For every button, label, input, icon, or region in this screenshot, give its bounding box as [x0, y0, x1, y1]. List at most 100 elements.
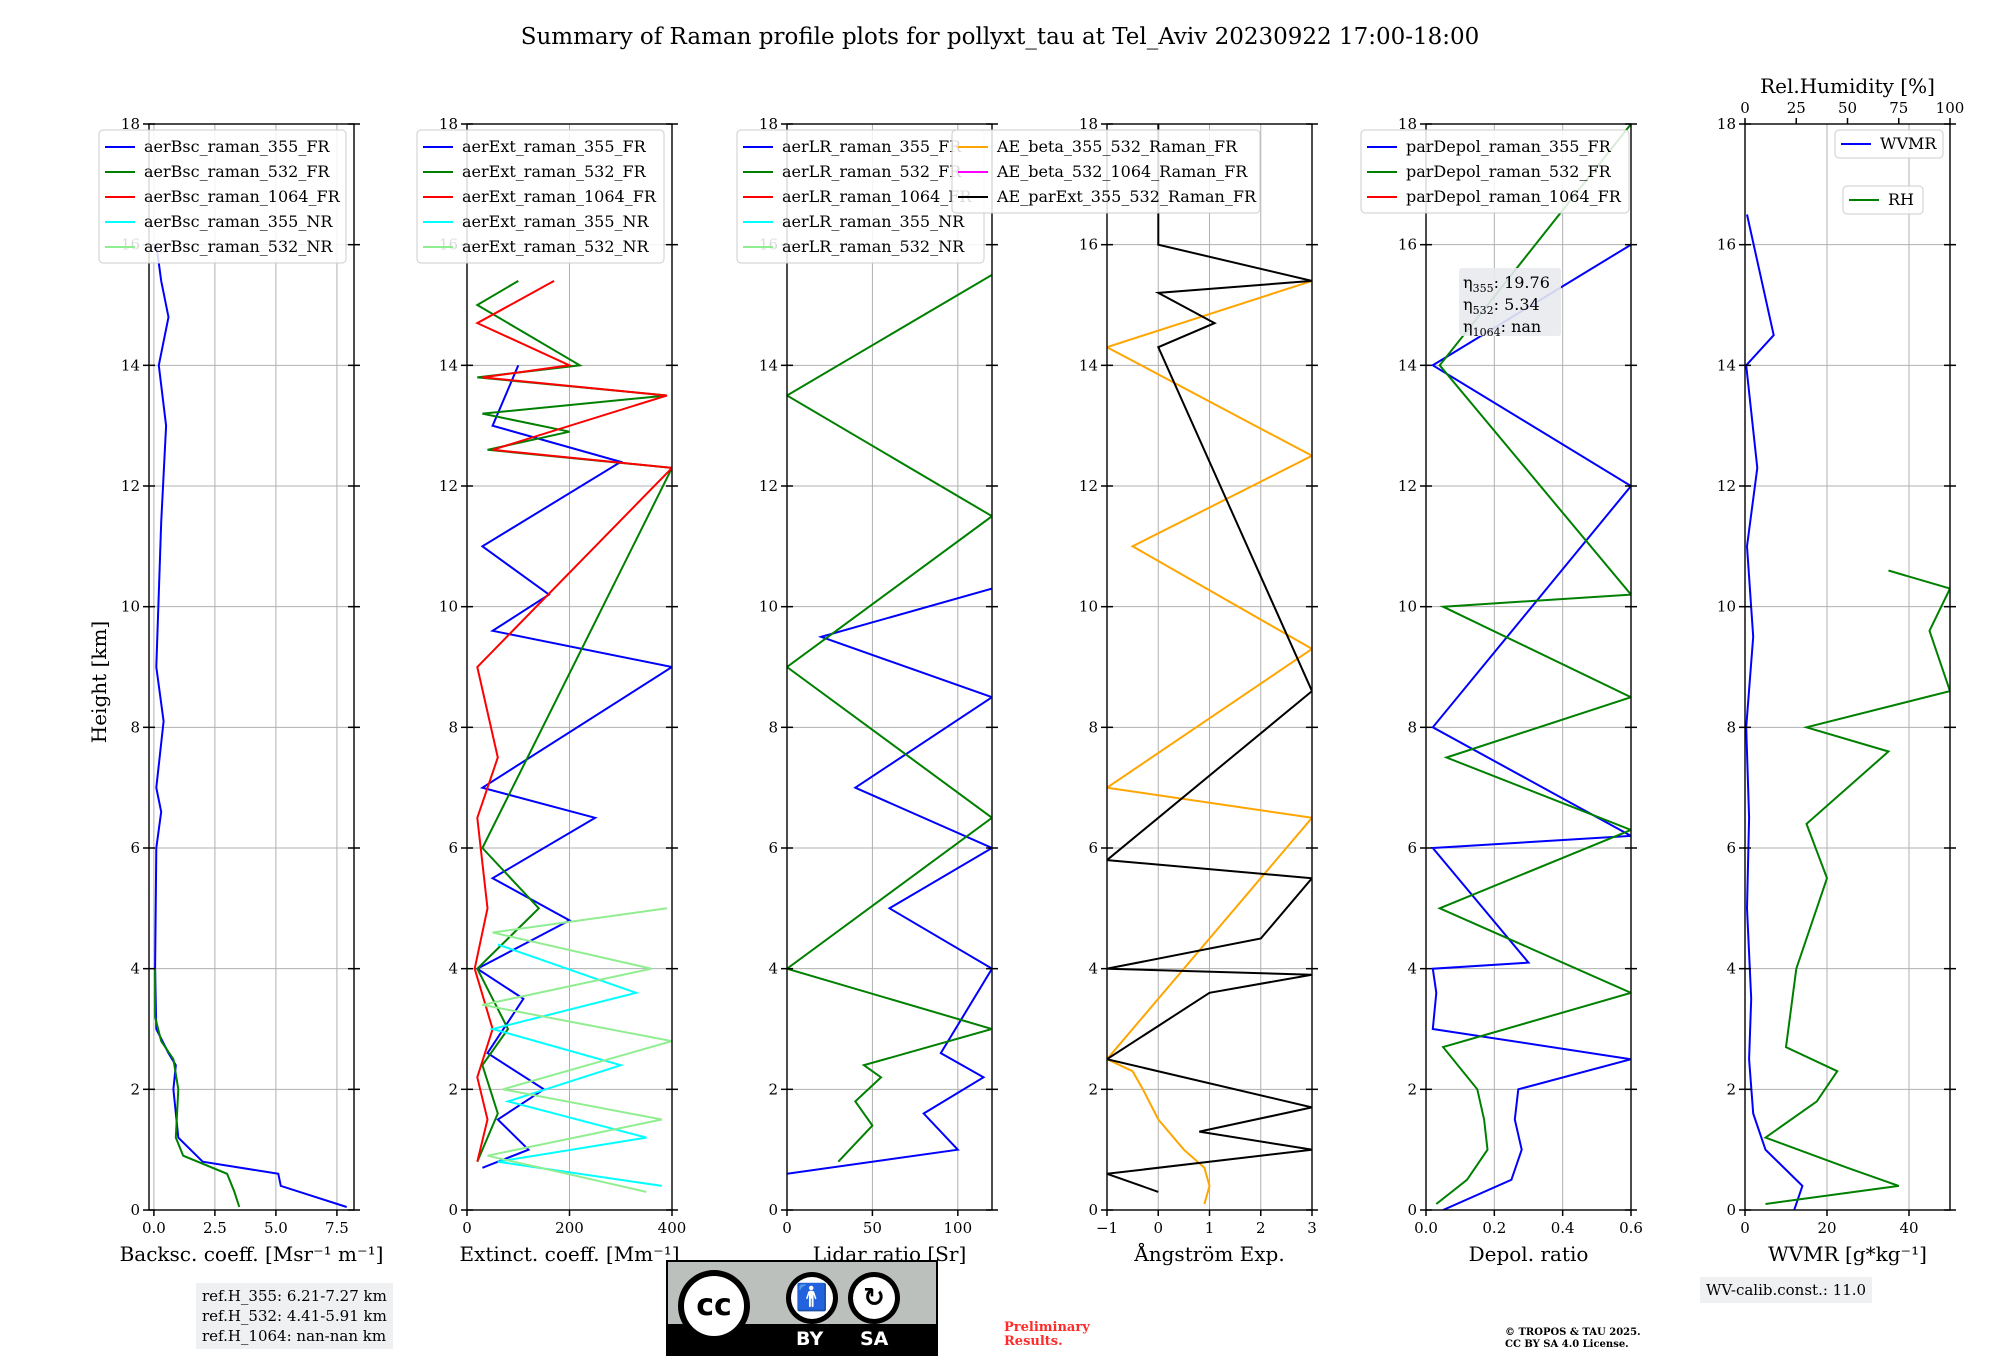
x-axis-label: Depol. ratio	[1469, 1242, 1589, 1266]
legend-label: aerExt_raman_532_FR	[462, 162, 647, 181]
preliminary-line-2: Results.	[1004, 1334, 1063, 1349]
series-line	[154, 968, 241, 1208]
y-tick-label: 2	[448, 1080, 458, 1098]
y-tick-label: 6	[1407, 839, 1417, 857]
y-tick-label: 10	[1079, 598, 1098, 616]
y-tick-label: 18	[121, 115, 140, 133]
x-tick-label: 50	[863, 1219, 882, 1237]
figure-title: Summary of Raman profile plots for polly…	[521, 24, 1480, 50]
y-tick-label: 6	[1088, 839, 1098, 857]
y-tick-label: 14	[1079, 356, 1098, 374]
legend-label: aerExt_raman_355_NR	[462, 212, 650, 231]
cc-logo-icon: cc	[678, 1270, 750, 1342]
x-tick-label: 7.5	[325, 1219, 349, 1237]
x-tick-label: 0.0	[142, 1219, 166, 1237]
legend-label: aerLR_raman_532_FR	[782, 162, 962, 181]
legend-box	[416, 129, 665, 264]
y-tick-label: 10	[121, 598, 140, 616]
y-tick-label: 8	[768, 718, 778, 736]
x-tick-label: 0.6	[1619, 1219, 1643, 1237]
x-tick-label: 0	[782, 1219, 792, 1237]
y-tick-label: 4	[130, 960, 140, 978]
legend-box	[1834, 129, 1944, 159]
legend-label: aerBsc_raman_532_NR	[144, 237, 333, 256]
x-tick-label: 100	[944, 1219, 973, 1237]
legend-label: aerExt_raman_355_FR	[462, 137, 647, 156]
x-tick-label: 2	[1256, 1219, 1266, 1237]
y-tick-label: 0	[768, 1201, 778, 1219]
legend-label: AE_beta_532_1064_Raman_FR	[996, 162, 1248, 181]
y-tick-label: 18	[1398, 115, 1417, 133]
top-x-tick-label: 100	[1936, 99, 1965, 117]
legend-label: parDepol_raman_1064_FR	[1406, 187, 1622, 206]
cc-license-badge: cc 🚹 ↻ BY SA	[666, 1260, 938, 1356]
y-tick-label: 0	[1088, 1201, 1098, 1219]
x-tick-label: 200	[555, 1219, 584, 1237]
legend-label: aerExt_raman_532_NR	[462, 237, 650, 256]
ref-height-355: ref.H_355: 6.21-7.27 km	[202, 1287, 387, 1305]
x-axis-label: Backsc. coeff. [Msr⁻¹ m⁻¹]	[120, 1242, 384, 1266]
panel-5: 0 2 4 6 8 10 12 14 16 18 0.0 0.2 0.4 0.6 Depol. ratio p…	[1360, 115, 1643, 1266]
wv-calibration-box: WV-calib.const.: 11.0	[1700, 1277, 1873, 1303]
axes-frame	[1425, 123, 1632, 1211]
y-tick-label: 18	[1717, 115, 1736, 133]
legend-label: parDepol_raman_355_FR	[1406, 137, 1612, 156]
series-line	[1763, 569, 1950, 1205]
ref-height-532: ref.H_532: 4.41-5.91 km	[202, 1307, 387, 1325]
y-tick-label: 0	[1726, 1201, 1736, 1219]
series-line	[1107, 124, 1312, 1193]
x-tick-label: 0.0	[1414, 1219, 1438, 1237]
y-tick-label: 14	[759, 356, 778, 374]
y-tick-label: 12	[1079, 477, 1098, 495]
series-line	[482, 907, 672, 1193]
y-tick-label: 4	[1407, 960, 1417, 978]
y-tick-label: 2	[768, 1080, 778, 1098]
legend-label: AE_beta_355_532_Raman_FR	[996, 137, 1238, 156]
copyright-line-1: © TROPOS & TAU 2025.	[1505, 1327, 1641, 1338]
series-line	[475, 364, 672, 1169]
series-line	[154, 244, 348, 1208]
eta-annotation: η532: 5.34	[1463, 295, 1540, 317]
y-tick-label: 14	[439, 356, 458, 374]
y-tick-label: 12	[759, 477, 778, 495]
y-tick-label: 8	[130, 718, 140, 736]
legend-label: aerLR_raman_1064_FR	[782, 187, 972, 206]
series-line	[1430, 243, 1631, 1210]
y-tick-label: 2	[1407, 1080, 1417, 1098]
x-axis-label: Extinct. coeff. [Mm⁻¹]	[459, 1242, 679, 1266]
y-tick-label: 2	[1088, 1080, 1098, 1098]
series-line	[787, 273, 992, 1163]
y-tick-label: 12	[1717, 477, 1736, 495]
y-tick-label: 12	[121, 477, 140, 495]
legend-label: AE_parExt_355_532_Raman_FR	[996, 187, 1257, 206]
y-tick-label: 8	[1407, 718, 1417, 736]
eta-annotation-box	[1459, 268, 1561, 336]
series-line	[473, 280, 672, 1162]
y-tick-label: 0	[130, 1201, 140, 1219]
reference-height-box: ref.H_355: 6.21-7.27 km ref.H_532: 4.41-…	[196, 1283, 393, 1349]
y-tick-label: 2	[130, 1080, 140, 1098]
panel-3: 024681012141618050100Lidar ratio [Sr]aer…	[736, 115, 998, 1266]
top-x-tick-label: 50	[1838, 99, 1857, 117]
axes-frame	[148, 123, 355, 1211]
x-tick-label: 400	[658, 1219, 687, 1237]
series-line	[1745, 214, 1804, 1210]
series-line	[475, 280, 672, 1163]
x-tick-label: −1	[1096, 1219, 1118, 1237]
cc-logo-text: cc	[684, 1276, 744, 1336]
y-tick-label: 4	[1726, 960, 1736, 978]
legend-box	[1842, 185, 1924, 215]
by-label: BY	[796, 1328, 824, 1350]
y-tick-label: 0	[1407, 1201, 1417, 1219]
y-axis-label: Height [km]	[87, 621, 111, 743]
y-tick-label: 8	[448, 718, 458, 736]
x-tick-label: 5.0	[264, 1219, 288, 1237]
y-tick-label: 0	[448, 1201, 458, 1219]
y-tick-label: 4	[448, 960, 458, 978]
eta-annotation: η1064: nan	[1463, 317, 1541, 339]
preliminary-note: Preliminary Results.	[1004, 1321, 1090, 1349]
legend-label: aerBsc_raman_532_FR	[144, 162, 330, 181]
